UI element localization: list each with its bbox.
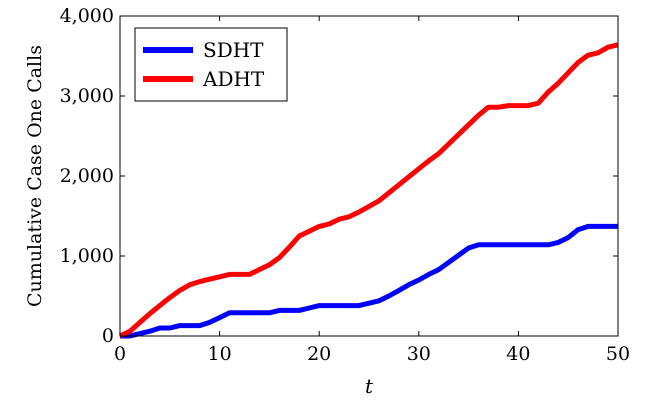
x-tick-label: 50 [606, 343, 630, 365]
x-tick-label: 40 [506, 343, 530, 365]
x-tick-label: 0 [114, 343, 126, 365]
y-tick-label: 2,000 [60, 165, 114, 187]
series-layer [118, 42, 619, 339]
legend: SDHT ADHT [134, 27, 288, 102]
series-line-adht [118, 42, 619, 339]
y-tick-label: 3,000 [60, 85, 114, 107]
series-line-sdht [120, 223, 618, 339]
legend-label-adht: ADHT [202, 67, 265, 91]
legend-box [134, 27, 288, 102]
y-tick-label: 0 [102, 325, 114, 347]
axis-ticks: 0 10 20 30 40 50 0 1,000 2,000 3,000 4,000 [60, 5, 631, 365]
x-tick-label: 30 [407, 343, 431, 365]
x-tick-label: 10 [208, 343, 232, 365]
x-axis-title: t [365, 374, 374, 398]
y-tick-label: 1,000 [60, 245, 114, 267]
legend-label-sdht: SDHT [203, 38, 264, 62]
y-axis-title: Cumulative Case One Calls [24, 45, 46, 307]
x-tick-label: 20 [307, 343, 331, 365]
y-tick-label: 4,000 [60, 5, 114, 27]
